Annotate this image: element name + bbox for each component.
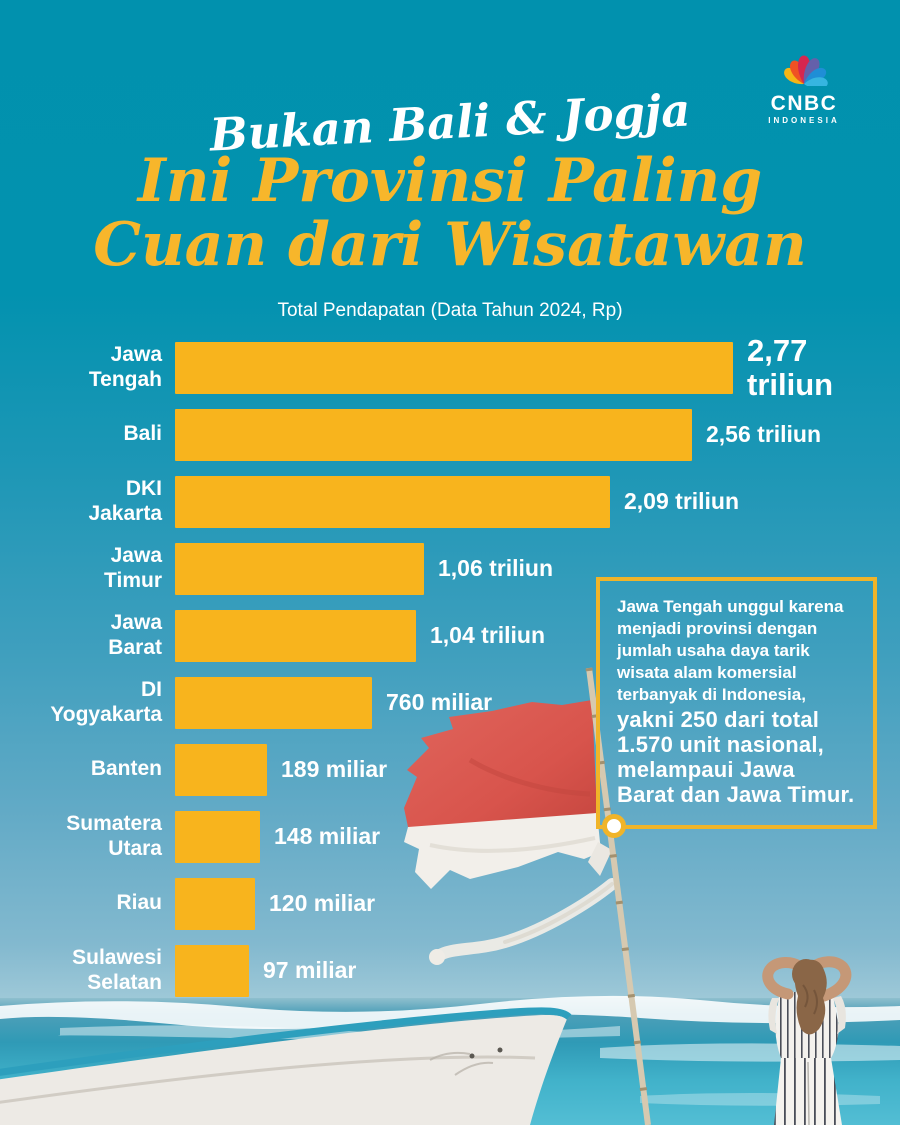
bar-category-label: Banten	[90, 757, 162, 781]
bar-row: Riau 120 miliar	[40, 870, 880, 937]
bar-row: Jawa Tengah 2,77 triliun	[40, 334, 880, 401]
bar-value-label: 2,77 triliun	[747, 333, 834, 402]
bar	[175, 877, 255, 930]
bar	[175, 341, 733, 394]
bar-category-label: Sulawesi Selatan	[72, 946, 162, 994]
bar-value-label: 189 miliar	[281, 756, 388, 782]
bar-category-label: Riau	[116, 891, 162, 915]
bar-category-label: Bali	[123, 422, 162, 446]
chart-subtitle: Total Pendapatan (Data Tahun 2024, Rp)	[277, 300, 623, 321]
page-title: Ini Provinsi Paling Cuan dari Wisatawan	[0, 146, 900, 280]
bar-row: DKI Jakarta 2,09 triliun	[40, 468, 880, 535]
peacock-icon	[784, 55, 828, 89]
bar-value-label: 97 miliar	[263, 957, 357, 983]
bar	[175, 743, 267, 796]
bar-category-label: Jawa Tengah	[88, 343, 162, 391]
bar-category-label: Sumatera Utara	[66, 812, 162, 860]
bar	[175, 609, 416, 662]
title-line-1: Ini Provinsi Paling	[137, 146, 763, 216]
bar	[175, 810, 260, 863]
bar	[175, 542, 424, 595]
cnbc-indonesia-logo: CNBC INDONESIA	[744, 40, 864, 125]
bar	[175, 475, 610, 528]
bar-row: Banten 189 miliar	[40, 736, 880, 803]
bar-category-label: DI Yogyakarta	[50, 678, 162, 726]
callout-box: Jawa Tengah unggul karena menjadi provin…	[596, 577, 877, 838]
bar-value-label: 148 miliar	[274, 823, 381, 849]
brand-subname: INDONESIA	[768, 116, 840, 125]
bar-value-label: 120 miliar	[269, 890, 376, 916]
bar-category-label: Jawa Barat	[108, 611, 162, 659]
callout-text: Jawa Tengah unggul karena menjadi provin…	[617, 597, 844, 705]
ocean	[0, 995, 900, 1125]
bar-category-label: DKI Jakarta	[88, 477, 162, 525]
boat	[0, 1007, 572, 1125]
callout-emphasis-text: yakni 250 dari total 1.570 unit nasional…	[617, 707, 855, 808]
bar-chart: Jawa Tengah 2,77 triliun Bali 2,56 triliun DKI…	[40, 334, 880, 1004]
bar-row: Jawa Barat 1,04 triliun	[40, 602, 880, 669]
title-line-2: Cuan dari Wisatawan	[93, 209, 807, 280]
bar-value-label: 2,09 triliun	[624, 488, 740, 514]
bar-row: Jawa Timur 1,06 triliun	[40, 535, 880, 602]
callout-anchor-dot	[602, 813, 626, 838]
bar-row: Bali 2,56 triliun	[40, 401, 880, 468]
bar-row: Sumatera Utara 148 miliar	[40, 803, 880, 870]
bar-value-label: 1,04 triliun	[430, 622, 546, 648]
bar-row: Sulawesi Selatan 97 miliar	[40, 937, 880, 1004]
bar-value-label: 1,06 triliun	[438, 555, 554, 581]
bar-value-label: 760 miliar	[386, 689, 493, 715]
bar	[175, 408, 692, 461]
bar	[175, 944, 249, 997]
bar	[175, 676, 372, 729]
brand-name: CNBC	[770, 92, 838, 115]
bar-category-label: Jawa Timur	[104, 544, 162, 592]
bar-value-label: 2,56 triliun	[706, 421, 822, 447]
